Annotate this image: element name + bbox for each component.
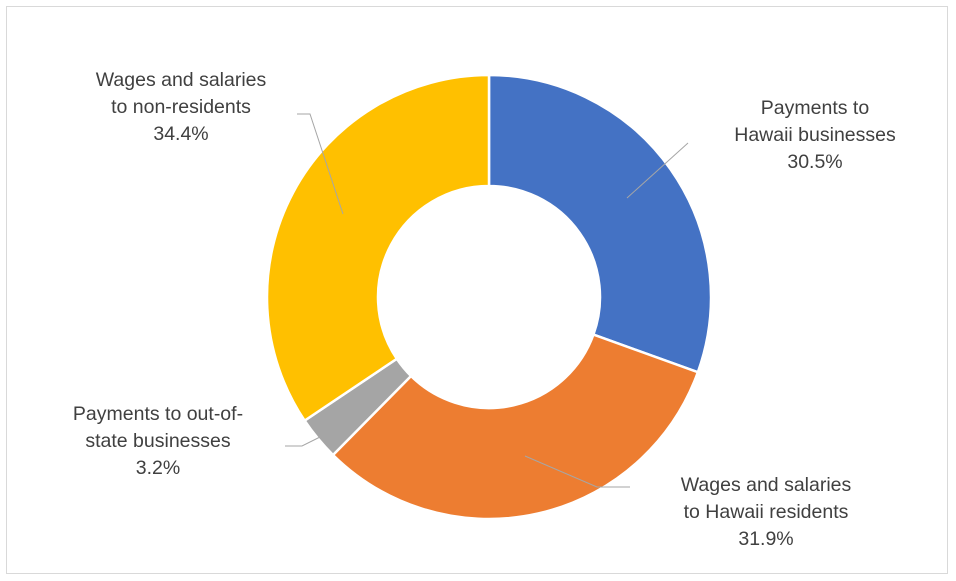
data-label-text: Wages and salaries — [680, 474, 852, 496]
data-label-text: Payments to out-of- — [72, 403, 244, 425]
data-label-value: 3.2% — [135, 457, 181, 479]
data-label-1: Payments to Hawaii businesses 30.5% — [695, 95, 935, 176]
data-label-value: 34.4% — [153, 123, 209, 145]
data-label-text: Hawaii businesses — [734, 124, 896, 146]
data-label-value: 31.9% — [738, 528, 794, 550]
data-label-3: Payments to out-of-state businesses 3.2% — [33, 401, 283, 482]
data-label-text: to non-residents — [111, 96, 251, 118]
donut-slice-1 — [487, 73, 713, 374]
data-label-text: Payments to — [760, 97, 870, 119]
leader-line-3 — [285, 436, 321, 447]
leader-line-2 — [524, 455, 630, 488]
data-label-value: 30.5% — [787, 151, 843, 173]
data-label-text: to Hawaii residents — [683, 501, 849, 523]
leader-line-4 — [297, 113, 344, 215]
donut-slice-2 — [331, 333, 700, 521]
data-label-text: state businesses — [85, 430, 231, 452]
leader-line-1 — [626, 142, 689, 199]
data-label-2: Wages and salaries to Hawaii residents 31.… — [641, 472, 891, 553]
data-label-text: Wages and salaries — [95, 69, 267, 91]
donut-slice-4 — [265, 73, 491, 423]
data-label-4: Wages and salaries to non-residents 34.4% — [61, 67, 301, 148]
